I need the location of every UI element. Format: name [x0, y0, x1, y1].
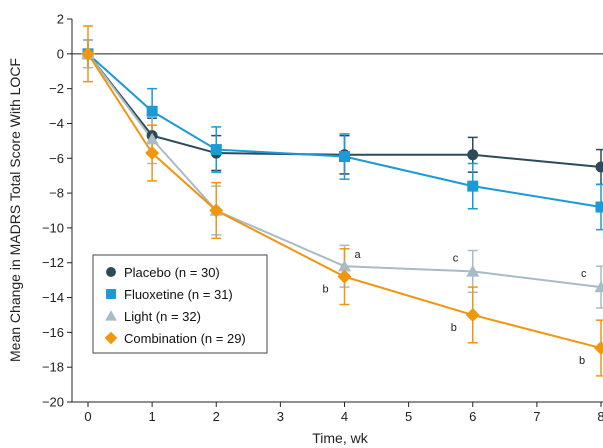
y-axis-title: Mean Change in MADRS Total Score With LO…	[7, 58, 23, 362]
data-point-combination	[337, 269, 352, 284]
x-tick-label: 0	[84, 409, 91, 424]
y-tick-label: −12	[42, 255, 64, 270]
legend-item-fluoxetine: Fluoxetine (n = 31)	[106, 287, 233, 302]
x-tick-label: 8	[597, 409, 603, 424]
x-tick-label: 3	[277, 409, 284, 424]
y-tick-label: −14	[42, 290, 64, 305]
data-point-combination	[145, 146, 160, 161]
data-point-fluoxetine	[467, 180, 479, 192]
significance-label: b	[451, 322, 457, 334]
x-axis-title: Time, wk	[312, 430, 368, 446]
significance-label: a	[355, 249, 362, 261]
data-point-light	[594, 280, 603, 293]
data-point-light	[145, 132, 159, 145]
legend-item-combination: Combination (n = 29)	[104, 331, 246, 346]
y-tick-label: −6	[49, 151, 64, 166]
x-tick-label: 2	[213, 409, 220, 424]
series-line-light	[87, 53, 602, 289]
data-point-combination	[81, 46, 95, 61]
legend-item-light: Light (n = 32)	[105, 309, 201, 324]
series-placebo	[83, 39, 603, 186]
x-tick-label: 4	[341, 409, 348, 424]
data-point-combination	[209, 203, 224, 218]
significance-label: c	[581, 268, 587, 280]
series-line-combination	[87, 53, 602, 350]
data-point-light	[466, 264, 480, 277]
data-point-fluoxetine	[595, 201, 603, 213]
legend-item-placebo: Placebo (n = 30)	[106, 265, 220, 280]
legend-box	[92, 254, 268, 354]
significance-label: c	[453, 252, 459, 264]
x-tick-label: 6	[469, 409, 476, 424]
legend-marker-placebo	[106, 267, 116, 277]
axes: 2 0 −2 −4 −6 −8 −10 −12 −14 −16 −18 −20 0 1 2 3 4 5 6 7 8	[42, 12, 603, 424]
y-tick-label: −2	[49, 81, 64, 96]
legend-marker-shape	[105, 310, 117, 321]
y-tick-label: −18	[42, 360, 64, 375]
data-point-combination	[465, 307, 480, 322]
x-tick-label: 7	[533, 409, 540, 424]
legend-marker-shape	[104, 331, 118, 345]
data-point-placebo	[467, 149, 479, 161]
legend-label-light: Light (n = 32)	[124, 309, 201, 324]
y-tick-label: −16	[42, 325, 64, 340]
data-point-combination	[594, 341, 603, 356]
legend-marker-shape	[106, 267, 116, 277]
y-tick-label: −10	[42, 220, 64, 235]
y-tick-label: −4	[49, 116, 64, 131]
significance-label: b	[579, 355, 585, 367]
data-point-fluoxetine	[146, 105, 158, 117]
y-tick-label: −20	[42, 395, 64, 410]
annotation-layer: a c c b b b	[323, 249, 588, 367]
x-tick-label: 5	[405, 409, 412, 424]
y-tick-label: −8	[49, 186, 64, 201]
legend: Placebo (n = 30) Fluoxetine (n = 31) Lig…	[92, 254, 268, 354]
legend-marker-combination	[104, 331, 118, 345]
series-markers-fluoxetine	[82, 48, 603, 213]
legend-marker-fluoxetine	[106, 289, 116, 299]
series-layer	[81, 25, 603, 377]
legend-marker-light	[105, 310, 117, 321]
data-point-fluoxetine	[339, 151, 350, 163]
x-tick-label: 1	[149, 409, 156, 424]
series-line-fluoxetine	[87, 53, 602, 209]
legend-label-placebo: Placebo (n = 30)	[124, 265, 220, 280]
data-point-fluoxetine	[210, 144, 222, 156]
y-tick-label: 0	[57, 46, 64, 61]
series-markers-combination	[81, 46, 603, 356]
series-fluoxetine	[83, 39, 603, 231]
y-tick-label: 2	[57, 12, 64, 27]
legend-label-fluoxetine: Fluoxetine (n = 31)	[124, 287, 233, 302]
legend-label-combination: Combination (n = 29)	[124, 331, 246, 346]
data-point-light	[338, 259, 351, 272]
significance-label: b	[323, 284, 329, 296]
legend-marker-shape	[106, 289, 116, 299]
data-point-placebo	[595, 161, 603, 173]
